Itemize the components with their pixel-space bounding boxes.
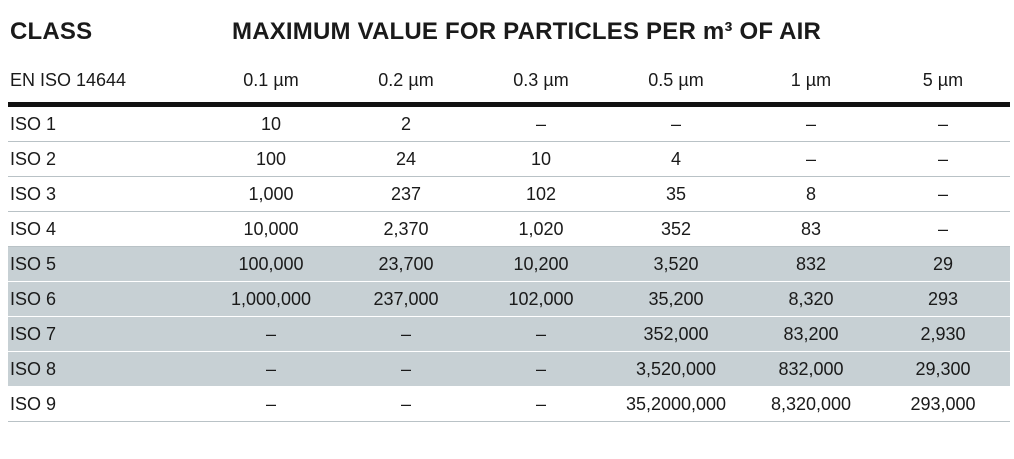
row-class-label: ISO 8 bbox=[8, 351, 206, 387]
table-cell: 10,000 bbox=[206, 211, 336, 247]
table-cell: – bbox=[206, 351, 336, 387]
table-cell: 23,700 bbox=[336, 246, 476, 282]
table-row: ISO 1 10 2– – – – bbox=[8, 104, 1010, 142]
header-row: EN ISO 14644 0.1 µm 0.2 µm 0.3 µm 0.5 µm… bbox=[8, 58, 1010, 107]
header-size-5: 5 µm bbox=[876, 58, 1010, 107]
table-cell: 8 bbox=[746, 176, 876, 212]
row-class-label: ISO 9 bbox=[8, 386, 206, 422]
row-class-label: ISO 6 bbox=[8, 281, 206, 317]
table-cell: 100 bbox=[206, 141, 336, 177]
table-cell: 293 bbox=[876, 281, 1010, 317]
table-cell: 102,000 bbox=[476, 281, 606, 317]
table-header: EN ISO 14644 0.1 µm 0.2 µm 0.3 µm 0.5 µm… bbox=[8, 58, 1010, 107]
table-row: ISO 9– – –35,2000,000 8,320,000 293,000 bbox=[8, 386, 1010, 422]
table-cell: – bbox=[876, 176, 1010, 212]
header-size-0-3: 0.3 µm bbox=[476, 58, 606, 107]
table-cell: 100,000 bbox=[206, 246, 336, 282]
table-cell: – bbox=[206, 386, 336, 422]
title-row: CLASS MAXIMUM VALUE FOR PARTICLES PER m³… bbox=[0, 14, 1014, 50]
table-cell: 10,200 bbox=[476, 246, 606, 282]
row-class-label: ISO 7 bbox=[8, 316, 206, 352]
table-cell: 35,200 bbox=[606, 281, 746, 317]
header-size-0-1: 0.1 µm bbox=[206, 58, 336, 107]
main-title: MAXIMUM VALUE FOR PARTICLES PER m³ OF AI… bbox=[232, 18, 822, 45]
row-class-label: ISO 1 bbox=[8, 104, 206, 142]
table-cell: 1,000,000 bbox=[206, 281, 336, 317]
table-cell: 29 bbox=[876, 246, 1010, 282]
table-cell: – bbox=[876, 104, 1010, 142]
table-cell: – bbox=[476, 104, 606, 142]
table-cell: 24 bbox=[336, 141, 476, 177]
particle-limits-table: EN ISO 14644 0.1 µm 0.2 µm 0.3 µm 0.5 µm… bbox=[8, 58, 1010, 422]
table-cell: 2,930 bbox=[876, 316, 1010, 352]
table-cell: – bbox=[476, 316, 606, 352]
header-size-0-5: 0.5 µm bbox=[606, 58, 746, 107]
table-cell: 352,000 bbox=[606, 316, 746, 352]
table-cell: – bbox=[476, 386, 606, 422]
table-cell: – bbox=[476, 351, 606, 387]
row-class-label: ISO 5 bbox=[8, 246, 206, 282]
table-cell: 832,000 bbox=[746, 351, 876, 387]
table-cell: 352 bbox=[606, 211, 746, 247]
table-cell: – bbox=[746, 104, 876, 142]
table-cell: – bbox=[876, 141, 1010, 177]
table-cell: – bbox=[336, 351, 476, 387]
table-cell: 293,000 bbox=[876, 386, 1010, 422]
row-class-label: ISO 3 bbox=[8, 176, 206, 212]
table-row: ISO 8– – –3,520,000 832,000 29,300 bbox=[8, 351, 1010, 387]
header-size-0-2: 0.2 µm bbox=[336, 58, 476, 107]
table-cell: – bbox=[606, 104, 746, 142]
table-row: ISO 2 100 24 10 4– – bbox=[8, 141, 1010, 177]
header-standard: EN ISO 14644 bbox=[8, 58, 206, 107]
table-cell: 83 bbox=[746, 211, 876, 247]
table-cell: 237 bbox=[336, 176, 476, 212]
table-row: ISO 7– – –352,000 83,200 2,930 bbox=[8, 316, 1010, 352]
table-cell: – bbox=[336, 386, 476, 422]
table-cell: – bbox=[876, 211, 1010, 247]
table-row: ISO 6 1,000,000 237,000 102,000 35,200 8,320 2… bbox=[8, 281, 1010, 317]
table-cell: 2 bbox=[336, 104, 476, 142]
table-cell: 3,520,000 bbox=[606, 351, 746, 387]
table-cell: 1,020 bbox=[476, 211, 606, 247]
table-cell: 35,2000,000 bbox=[606, 386, 746, 422]
table-cell: – bbox=[206, 316, 336, 352]
class-title: CLASS bbox=[10, 18, 93, 45]
table-cell: – bbox=[746, 141, 876, 177]
table-cell: 83,200 bbox=[746, 316, 876, 352]
header-size-1: 1 µm bbox=[746, 58, 876, 107]
table-cell: 8,320 bbox=[746, 281, 876, 317]
table-cell: 10 bbox=[476, 141, 606, 177]
table-cell: 29,300 bbox=[876, 351, 1010, 387]
table-body: ISO 1 10 2– – – – ISO 2 100 24 10 4– – ISO 3 1,000 237… bbox=[8, 104, 1010, 422]
table-cell: 3,520 bbox=[606, 246, 746, 282]
table-cell: 832 bbox=[746, 246, 876, 282]
table-row: ISO 3 1,000 237 102 35 8– bbox=[8, 176, 1010, 212]
table-cell: 1,000 bbox=[206, 176, 336, 212]
row-class-label: ISO 2 bbox=[8, 141, 206, 177]
table-cell: 4 bbox=[606, 141, 746, 177]
row-class-label: ISO 4 bbox=[8, 211, 206, 247]
table-cell: 237,000 bbox=[336, 281, 476, 317]
table-row: ISO 4 10,000 2,370 1,020 352 83– bbox=[8, 211, 1010, 247]
table-cell: 2,370 bbox=[336, 211, 476, 247]
table-cell: 10 bbox=[206, 104, 336, 142]
table-cell: 102 bbox=[476, 176, 606, 212]
table-cell: 8,320,000 bbox=[746, 386, 876, 422]
table-cell: – bbox=[336, 316, 476, 352]
table-row: ISO 5 100,000 23,700 10,200 3,520 832 29 bbox=[8, 246, 1010, 282]
table-cell: 35 bbox=[606, 176, 746, 212]
